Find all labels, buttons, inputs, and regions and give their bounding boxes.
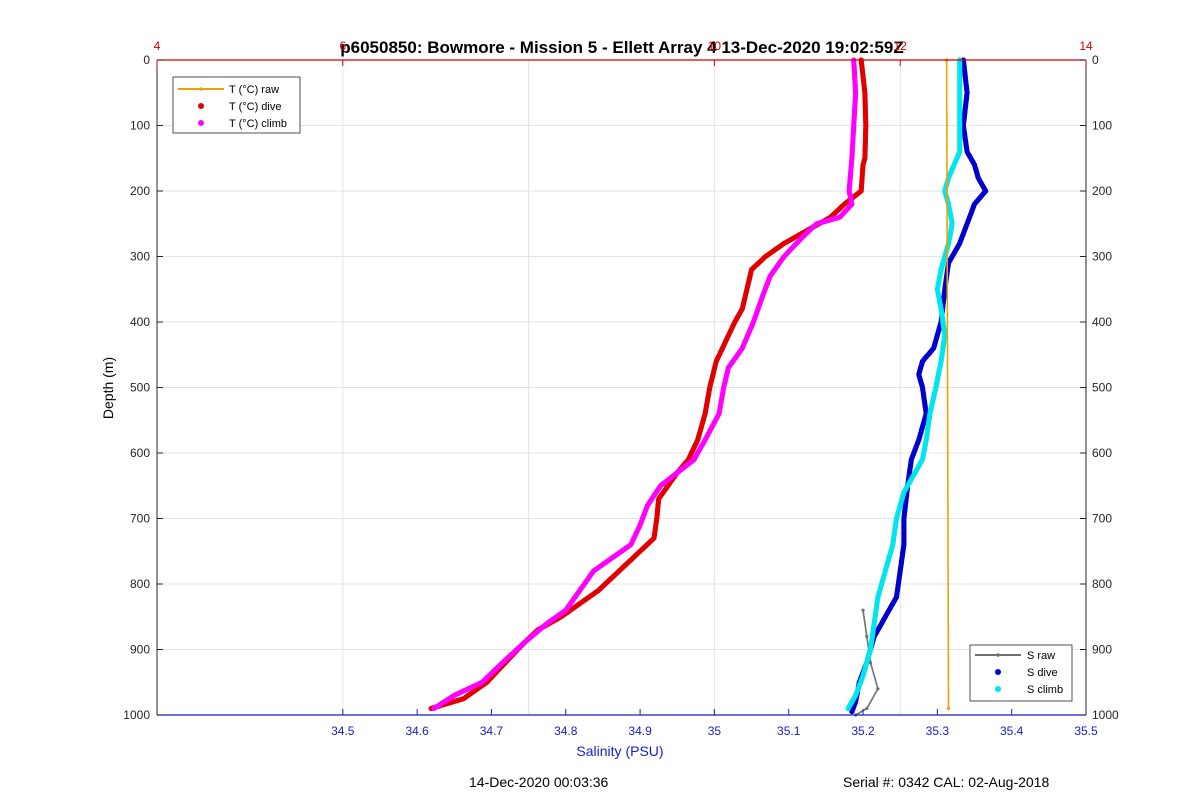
series-marker bbox=[865, 706, 869, 711]
y-tick-label: 200 bbox=[130, 184, 150, 198]
y-tick-label: 500 bbox=[130, 381, 150, 395]
series-point bbox=[845, 705, 851, 712]
legend-dot-swatch bbox=[198, 103, 204, 109]
y-tick-label: 400 bbox=[130, 315, 150, 329]
legend-marker-swatch bbox=[996, 653, 1000, 657]
y-tick-label: 1000 bbox=[123, 708, 150, 722]
y-tick-label-right: 500 bbox=[1092, 381, 1112, 395]
y-tick-label-right: 200 bbox=[1092, 184, 1112, 198]
x-tick-label: 34.9 bbox=[628, 724, 652, 738]
temperature-legend: T (°C) raw T (°C) dive T (°C) climb bbox=[172, 76, 301, 134]
grid-lines bbox=[157, 59, 1086, 716]
y-tick-label: 100 bbox=[130, 119, 150, 133]
y-tick-label-right: 1000 bbox=[1092, 708, 1119, 722]
temperature-tick-label: 6 bbox=[339, 39, 346, 53]
y-tick-label-right: 100 bbox=[1092, 119, 1112, 133]
series-line bbox=[855, 610, 879, 716]
series-line bbox=[945, 59, 950, 709]
x-tick-label: 35.1 bbox=[777, 724, 801, 738]
chart-title: p6050850: Bowmore - Mission 5 - Ellett A… bbox=[340, 38, 903, 57]
x-tick-label: 35.4 bbox=[1000, 724, 1024, 738]
x-tick-label: 34.6 bbox=[405, 724, 429, 738]
axes: 0 0 100 100 200 200 300 300 400 400 500 500 600 600 70… bbox=[123, 39, 1119, 738]
legend-entry-label: S raw bbox=[1027, 650, 1055, 662]
legend-marker-swatch bbox=[199, 87, 203, 91]
y-tick-label-right: 300 bbox=[1092, 250, 1112, 264]
temperature-tick-label: 12 bbox=[894, 39, 908, 53]
temperature-tick-label: 10 bbox=[708, 39, 722, 53]
legend-box bbox=[172, 76, 301, 134]
x-tick-label: 34.7 bbox=[480, 724, 504, 738]
y-tick-label: 600 bbox=[130, 446, 150, 460]
legend-entry-label: S dive bbox=[1027, 667, 1058, 679]
temperature-tick-label: 4 bbox=[154, 39, 161, 53]
x-tick-label: 35 bbox=[708, 724, 722, 738]
y-tick-label: 0 bbox=[143, 53, 150, 67]
x-axis-label: Salinity (PSU) bbox=[576, 743, 663, 759]
x-tick-label: 34.5 bbox=[331, 724, 355, 738]
y-tick-label-right: 700 bbox=[1092, 512, 1112, 526]
legend-entry-label: T (°C) climb bbox=[229, 118, 287, 130]
legend-dot-swatch bbox=[995, 686, 1001, 692]
footer-timestamp: 14-Dec-2020 00:03:36 bbox=[469, 774, 609, 790]
x-tick-label: 35.2 bbox=[851, 724, 875, 738]
series-point bbox=[849, 709, 855, 715]
temperature-tick-label: 14 bbox=[1079, 39, 1093, 53]
y-tick-label-right: 600 bbox=[1092, 446, 1112, 460]
legend-entry-label: T (°C) dive bbox=[229, 101, 281, 113]
x-tick-label: 35.3 bbox=[926, 724, 950, 738]
series-s-climb bbox=[845, 57, 963, 712]
x-tick-label: 35.5 bbox=[1074, 724, 1098, 738]
series-marker bbox=[865, 634, 869, 639]
x-tick-label: 34.8 bbox=[554, 724, 578, 738]
series-marker bbox=[946, 706, 951, 711]
legend-entry-label: S climb bbox=[1027, 684, 1063, 696]
y-tick-label-right: 0 bbox=[1092, 53, 1099, 67]
footer-serial-calibration: Serial #: 0342 CAL: 02-Aug-2018 bbox=[843, 774, 1050, 790]
y-tick-label: 800 bbox=[130, 577, 150, 591]
series-marker bbox=[876, 687, 880, 691]
data-series bbox=[428, 57, 989, 717]
legend-dot-swatch bbox=[995, 669, 1001, 675]
y-tick-label: 700 bbox=[130, 512, 150, 526]
y-axis-label: Depth (m) bbox=[100, 357, 116, 419]
series-t-c-climb bbox=[431, 57, 859, 712]
legend-dot-swatch bbox=[198, 120, 204, 126]
series-marker bbox=[861, 608, 865, 612]
y-tick-label: 300 bbox=[130, 250, 150, 264]
y-tick-label: 900 bbox=[130, 643, 150, 657]
legend-entry-label: T (°C) raw bbox=[229, 84, 279, 96]
y-tick-label-right: 800 bbox=[1092, 577, 1112, 591]
y-tick-label-right: 900 bbox=[1092, 643, 1112, 657]
series-point bbox=[431, 705, 437, 712]
y-tick-label-right: 400 bbox=[1092, 315, 1112, 329]
salinity-legend: S raw S dive S climb bbox=[969, 644, 1073, 702]
